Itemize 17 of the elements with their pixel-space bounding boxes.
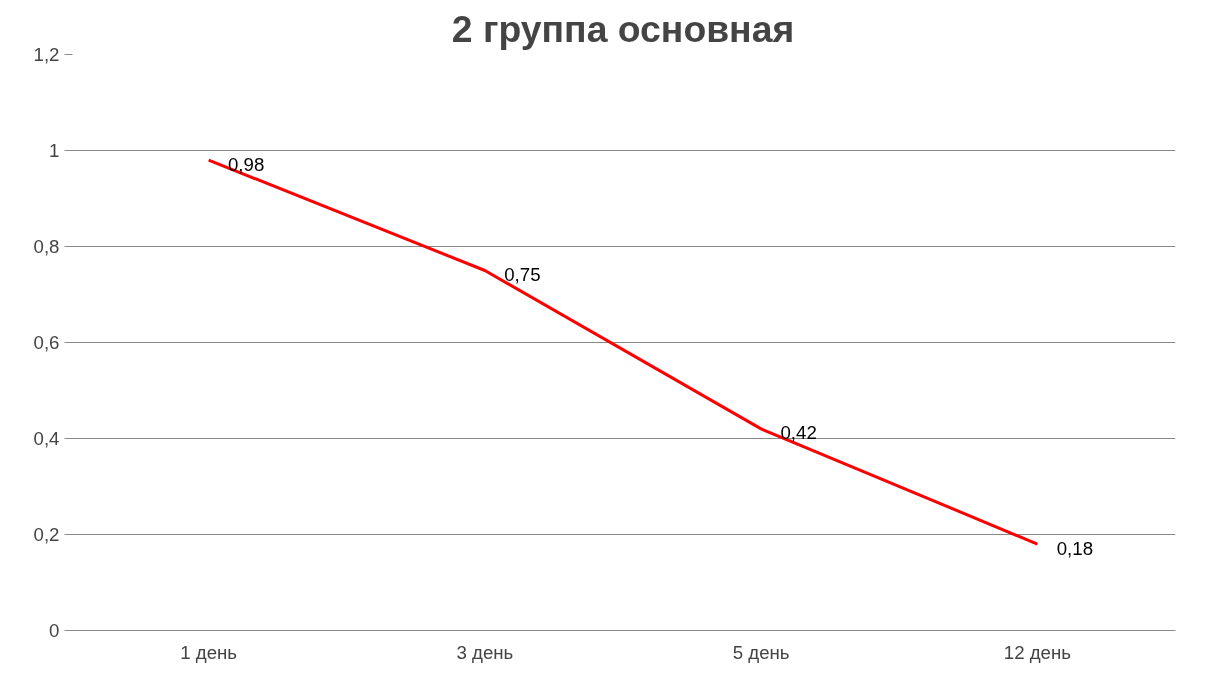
data-label: 0,75: [504, 264, 541, 285]
x-tick-label: 12 день: [1003, 641, 1071, 663]
y-tick-label: 1,2: [33, 44, 60, 65]
data-label: 0,18: [1056, 537, 1094, 559]
line-series: [207, 158, 1039, 546]
x-tick-label: 1 день: [180, 641, 238, 663]
y-tick-label: 0,6: [33, 332, 60, 353]
y-tick-label: 0,2: [33, 524, 60, 545]
data-label: 0,98: [227, 153, 265, 175]
x-tick-label: 3 день: [456, 641, 514, 663]
chart-title: 2 группа основная: [451, 7, 795, 50]
y-tick-label: 0,8: [33, 236, 60, 257]
data-label: 0,42: [780, 422, 817, 444]
x-tick-label: 5 день: [732, 641, 790, 663]
y-tick-label: 0,4: [33, 428, 60, 449]
y-tick-label: 1: [49, 140, 60, 161]
y-tick-label: 0: [49, 620, 60, 641]
